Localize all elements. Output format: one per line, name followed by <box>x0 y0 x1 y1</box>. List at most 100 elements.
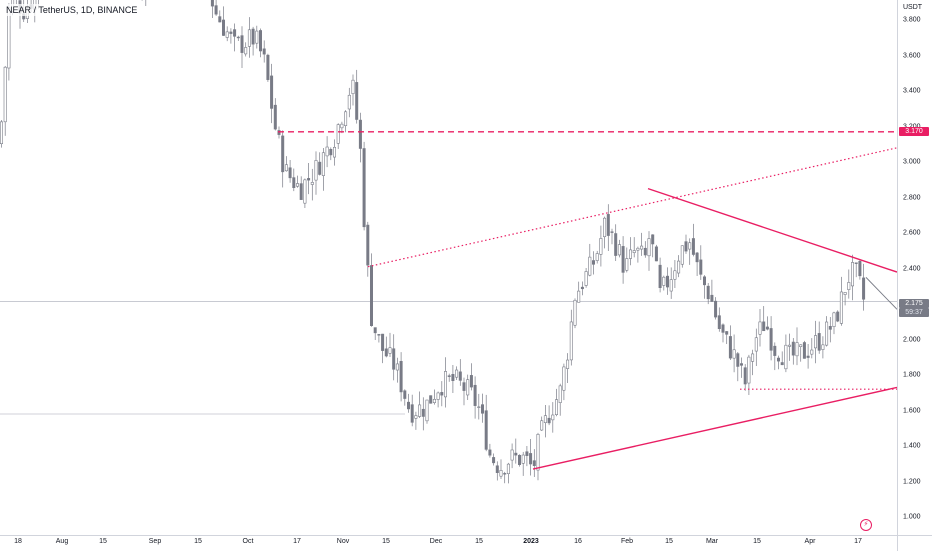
candle-body <box>336 124 340 144</box>
price-chart-svg[interactable] <box>0 0 897 535</box>
resistance-price-label: 3.170 <box>899 126 929 136</box>
candle-body <box>521 454 525 464</box>
candle-body <box>828 326 832 330</box>
candle <box>706 283 710 305</box>
candle <box>329 147 333 161</box>
candle <box>440 381 444 407</box>
candle-body <box>762 321 766 332</box>
time-tick-label: Feb <box>620 538 634 545</box>
chart-plot-area[interactable] <box>0 0 897 535</box>
candle-body <box>529 453 533 465</box>
candle <box>547 405 551 426</box>
candle <box>247 17 251 58</box>
candle <box>643 241 647 258</box>
candle-body <box>680 245 684 265</box>
candle <box>780 351 784 366</box>
candle <box>292 168 296 192</box>
candle-body <box>399 360 403 393</box>
candle-body <box>451 374 455 381</box>
candle-body <box>418 404 422 417</box>
candle <box>732 334 736 373</box>
candle-body <box>292 177 296 188</box>
candle-body <box>347 94 351 110</box>
candle-body <box>821 344 825 350</box>
time-tick-label: 15 <box>382 538 390 545</box>
candle <box>710 279 714 302</box>
candle <box>429 395 433 404</box>
time-axis[interactable]: 18 Aug 15 Sep 15 Oct 17 Nov 15 Dec 15 2023 16 Feb 15 Ma… <box>0 535 897 551</box>
candle-body <box>799 344 803 348</box>
candle-body <box>462 382 466 391</box>
candle <box>510 443 514 469</box>
lightning-circle-icon[interactable]: ⚡ <box>860 519 872 531</box>
candle <box>403 389 407 406</box>
candle-body <box>332 146 336 158</box>
candle <box>517 454 521 467</box>
candle <box>847 269 851 299</box>
candle <box>484 394 488 452</box>
candle <box>699 245 703 280</box>
candle <box>828 317 832 343</box>
candle-body <box>728 336 732 359</box>
candle-body <box>843 292 847 295</box>
candle <box>145 0 147 6</box>
candle <box>551 402 555 433</box>
candle-body <box>628 249 632 259</box>
candle <box>765 316 769 331</box>
candle <box>525 446 529 467</box>
candle <box>355 69 359 124</box>
candle-body <box>747 356 751 384</box>
candle <box>284 156 288 172</box>
candle <box>788 333 792 361</box>
candle <box>432 389 436 405</box>
time-tick-label: Nov <box>336 538 350 545</box>
time-tick-label: 16 <box>574 538 582 545</box>
candle <box>636 246 640 263</box>
symbol-title[interactable]: NEAR / TetherUS, 1D, BINANCE <box>4 4 140 16</box>
candle <box>725 331 729 345</box>
candle-body <box>310 182 314 185</box>
candle-body <box>236 36 240 39</box>
price-tick-label: 3.400 <box>903 87 921 95</box>
time-tick-label: 15 <box>194 538 202 545</box>
candle-body <box>739 363 743 366</box>
candle <box>739 357 743 378</box>
candle-body <box>606 214 610 236</box>
candle <box>325 136 329 168</box>
candle-body <box>222 19 226 36</box>
candle-body <box>603 217 607 238</box>
candle <box>569 309 573 366</box>
candle <box>492 453 496 466</box>
candle-body <box>784 344 788 370</box>
candle-body <box>288 167 292 179</box>
price-axis[interactable]: USDT 3.800 3.600 3.400 3.200 3.000 2.800 2.600… <box>897 0 932 535</box>
candle-body <box>325 146 329 157</box>
candle-body <box>340 123 344 129</box>
candle-body <box>273 104 277 130</box>
candle <box>281 130 285 188</box>
time-tick-label: Sep <box>148 538 162 545</box>
candle-body <box>858 260 862 277</box>
candle-body <box>392 348 396 370</box>
candle-body <box>591 260 595 265</box>
time-tick-label: 15 <box>99 538 107 545</box>
candle-body <box>270 75 274 109</box>
candle-body <box>773 345 777 356</box>
price-tick-label: 1.800 <box>903 371 921 379</box>
candle-body <box>314 160 318 181</box>
candle-body <box>832 312 836 327</box>
candle-body <box>758 321 762 335</box>
candle-body <box>717 315 721 330</box>
candle-body <box>647 238 651 257</box>
candle-body <box>373 327 377 334</box>
candle-body <box>284 164 288 172</box>
candle <box>747 354 751 396</box>
candle <box>214 0 218 16</box>
candle-body <box>410 404 414 423</box>
candle-body <box>547 417 551 424</box>
candle <box>736 351 740 382</box>
price-tick-label: 3.600 <box>903 52 921 59</box>
candle <box>495 461 499 481</box>
candle <box>225 26 229 42</box>
